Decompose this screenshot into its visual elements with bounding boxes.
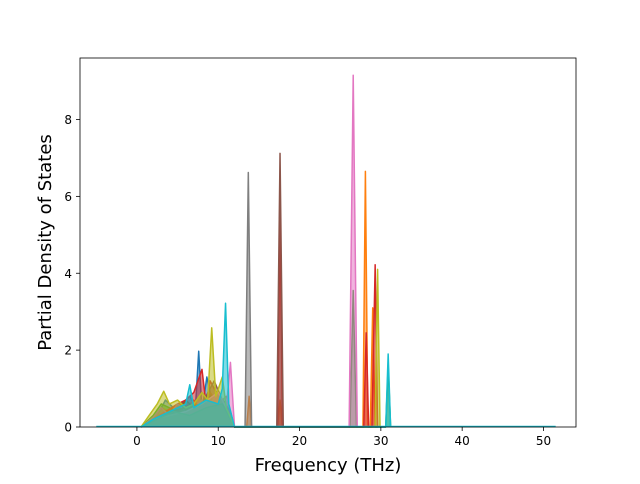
y-tick-label: 2	[64, 344, 72, 358]
y-tick-label: 6	[64, 190, 72, 204]
y-tick-label: 8	[64, 113, 72, 127]
series-fill-9	[140, 269, 381, 427]
y-axis-label: Partial Density of States	[35, 134, 56, 351]
series-layer	[96, 74, 556, 428]
x-tick-label: 30	[373, 434, 388, 448]
x-axis-label: Frequency (THz)	[255, 455, 402, 476]
x-tick-label: 50	[536, 434, 551, 448]
x-tick-label: 40	[455, 434, 470, 448]
x-tick-label: 20	[292, 434, 307, 448]
x-tick-label: 10	[211, 434, 226, 448]
y-tick-label: 0	[64, 421, 72, 435]
x-tick-label: 0	[133, 434, 141, 448]
series-fill-10	[140, 303, 391, 427]
tick-layer: 0 10 20 30 40 50 0 2 4 6 8	[64, 113, 551, 448]
plot-frame	[79, 57, 577, 428]
y-tick-label: 4	[64, 267, 72, 281]
